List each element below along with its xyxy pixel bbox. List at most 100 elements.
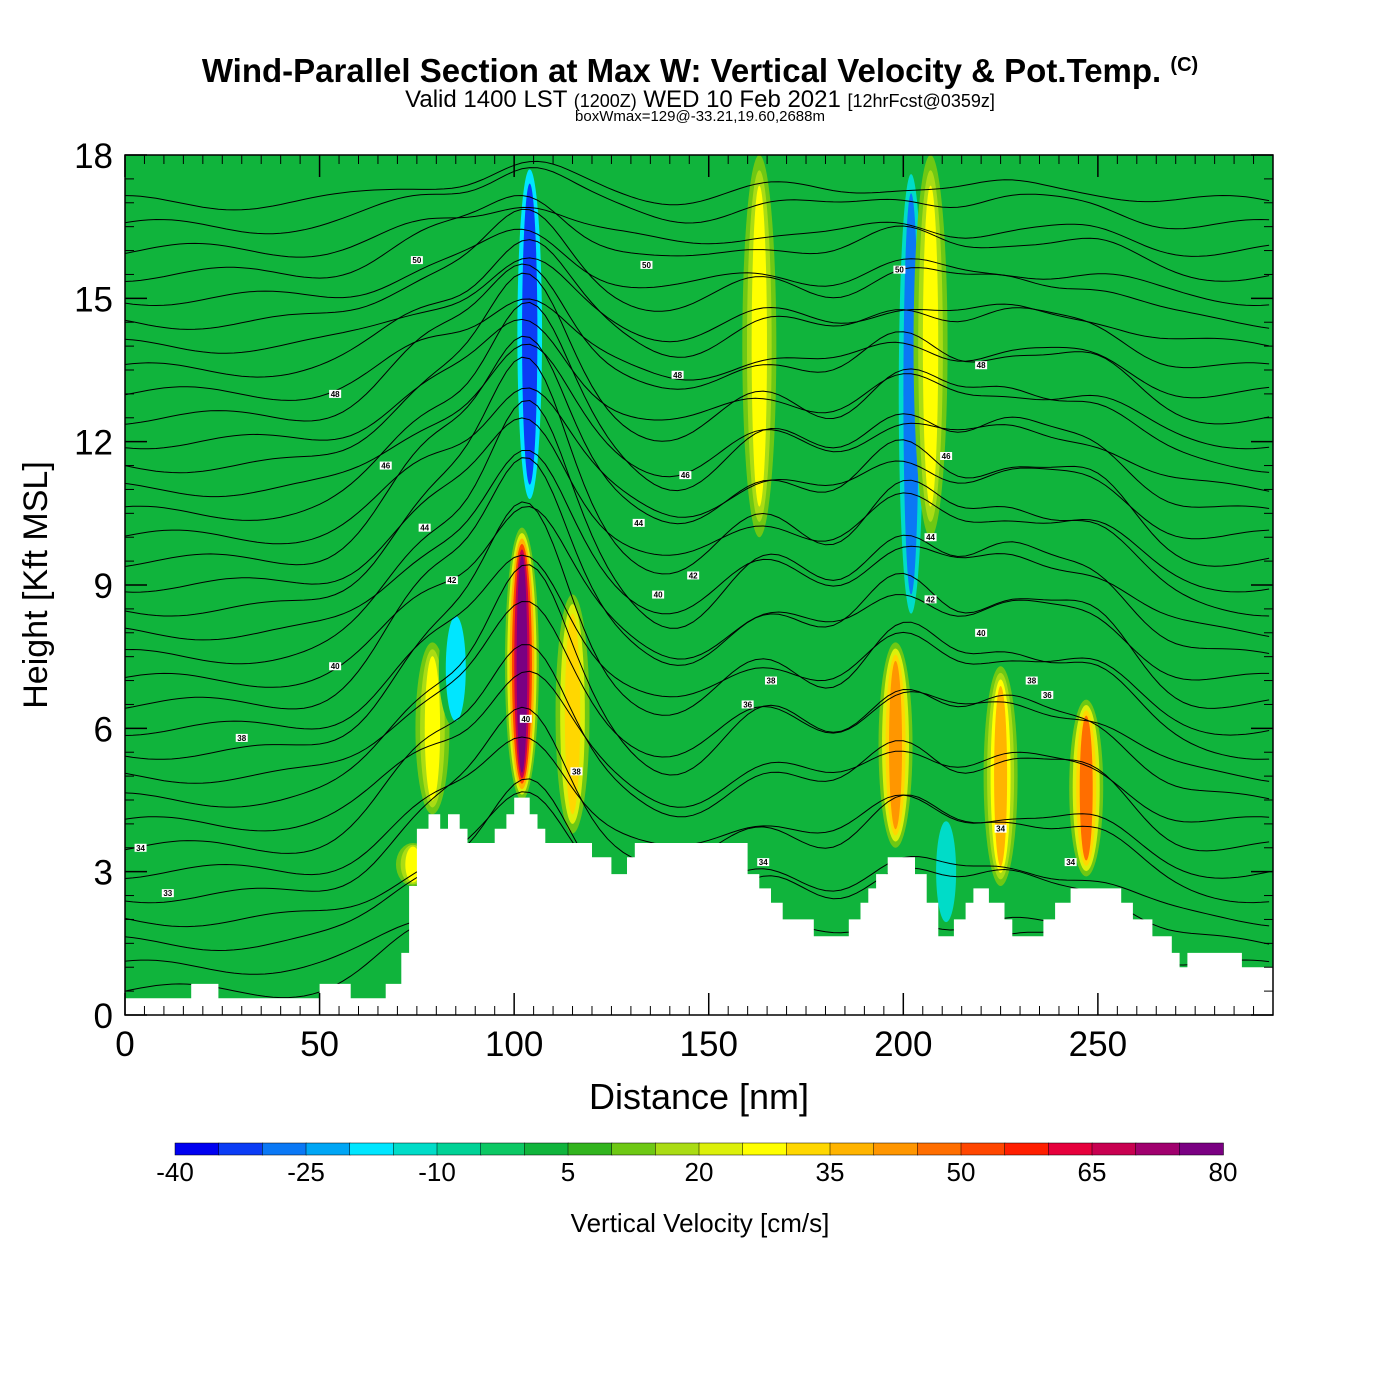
theta-line [125, 206, 1270, 258]
x-tick-label: 150 [680, 1025, 738, 1064]
theta-label-text: 34 [996, 825, 1005, 834]
theta-label: 36 [741, 700, 754, 709]
theta-label-text: 42 [926, 595, 935, 604]
velocity-contour [522, 183, 538, 485]
theta-label: 38 [570, 767, 583, 776]
theta-label: 40 [652, 590, 665, 600]
colorbar-swatch [786, 1142, 831, 1156]
downdraft-plume [512, 155, 547, 514]
theta-label: 34 [1064, 858, 1077, 867]
theta-label: 38 [764, 676, 777, 686]
theta-label-text: 44 [634, 519, 643, 528]
theta-label-bg [410, 256, 423, 265]
theta-line [125, 335, 1270, 567]
y-tick-label: 3 [94, 854, 113, 893]
colorbar-swatch [349, 1142, 395, 1156]
theta-label-text: 38 [1027, 677, 1036, 686]
theta-label-text: 48 [331, 390, 340, 399]
theta-label-text: 50 [412, 256, 421, 265]
theta-label-bg [893, 265, 906, 274]
colorbar-tick-label: 5 [561, 1157, 575, 1187]
colorbar-tick-label: -25 [287, 1157, 325, 1187]
theta-label-bg [570, 767, 583, 776]
theta-line [125, 228, 1270, 307]
theta-label-bg [640, 260, 653, 269]
velocity-contour [516, 554, 528, 773]
theta-label-text: 50 [895, 266, 904, 275]
theta-label-text: 40 [977, 629, 986, 638]
colorbar-swatch [960, 1142, 1006, 1156]
colorbar-swatch [567, 1142, 613, 1156]
theta-label: 46 [379, 461, 392, 471]
velocity-contour [405, 846, 421, 883]
updraft-plume [504, 527, 539, 800]
theta-label: 50 [410, 256, 423, 265]
y-tick-label: 0 [94, 997, 113, 1036]
colorbar-swatch [611, 1142, 657, 1156]
colorbar-swatch [262, 1142, 307, 1156]
x-tick-label: 100 [485, 1025, 543, 1064]
theta-line [125, 160, 1270, 211]
theta-line [125, 239, 1270, 378]
colorbar-swatch [698, 1142, 744, 1156]
theta-label-text: 42 [689, 571, 698, 580]
colorbar-swatch [305, 1142, 351, 1156]
theta-line [125, 501, 1270, 760]
box-wmax-info: boxWmax=129@-33.21,19.60,2688m [575, 108, 825, 125]
theta-label-text: 34 [136, 844, 145, 853]
theta-line [125, 263, 1270, 425]
theta-label: 40 [329, 662, 342, 671]
theta-label-bg [994, 824, 1007, 833]
theta-label: 42 [445, 576, 458, 585]
copyright-mark: (C) [1170, 54, 1199, 76]
theta-label-bg [679, 471, 692, 480]
theta-line [125, 194, 1270, 282]
title-main: Wind-Parallel Section at Max W: Vertical… [201, 52, 1162, 89]
theta-label: 44 [418, 523, 431, 533]
colorbar-swatch [829, 1142, 875, 1156]
theta-label-text: 33 [163, 889, 172, 898]
theta-label-text: 38 [572, 767, 581, 776]
theta-line [125, 387, 1270, 545]
theta-label: 40 [975, 628, 988, 638]
theta-label-bg [741, 700, 754, 709]
colorbar-swatch [873, 1142, 919, 1156]
theta-line [125, 272, 1270, 474]
y-tick-label: 18 [74, 137, 113, 176]
theta-label: 48 [975, 361, 988, 370]
theta-label-bg [940, 452, 953, 460]
theta-line [125, 208, 1270, 330]
colorbar-tick-label: 80 [1209, 1157, 1238, 1187]
theta-label: 40 [519, 714, 532, 724]
x-tick-label: 50 [300, 1025, 339, 1064]
theta-label: 36 [1041, 690, 1054, 700]
theta-label-text: 48 [673, 371, 682, 380]
theta-label-bg [1041, 690, 1054, 699]
theta-label: 48 [671, 370, 684, 380]
theta-line [125, 343, 1270, 498]
theta-line [125, 167, 1270, 235]
theta-line [125, 301, 1270, 521]
theta-label-text: 50 [642, 261, 651, 270]
theta-label-text: 36 [1043, 691, 1052, 700]
colorbar-swatch [480, 1142, 526, 1156]
theta-line [125, 298, 1270, 401]
theta-labels: 34 33 38 40 44 46 48 50 50 48 46 44 42 40 42 40 38 36 38 34… [134, 256, 1077, 898]
theta-label-bg [329, 389, 342, 398]
theta-label-text: 44 [926, 533, 935, 542]
theta-line [125, 356, 1270, 617]
colorbar-swatch [436, 1142, 482, 1156]
theta-label-text: 46 [681, 471, 690, 480]
theta-label-bg [975, 361, 988, 370]
theta-line [125, 399, 1270, 665]
colorbar-swatch [655, 1142, 700, 1156]
theta-label-bg [652, 590, 665, 599]
theta-label-text: 40 [654, 591, 663, 600]
theta-label-text: 34 [1066, 858, 1075, 867]
theta-label: 42 [687, 571, 700, 580]
theta-label-bg [632, 518, 645, 527]
theta-label: 42 [924, 595, 937, 604]
theta-label: 50 [893, 265, 906, 275]
